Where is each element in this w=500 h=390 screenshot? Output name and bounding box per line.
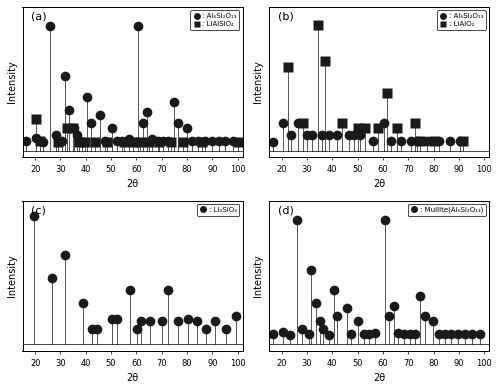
Y-axis label: Intensity: Intensity (254, 61, 264, 103)
Text: (a): (a) (32, 11, 47, 21)
X-axis label: 2θ: 2θ (126, 373, 138, 383)
X-axis label: 2θ: 2θ (126, 179, 138, 190)
Text: (c): (c) (32, 205, 46, 215)
X-axis label: 2θ: 2θ (373, 373, 385, 383)
X-axis label: 2θ: 2θ (373, 179, 385, 190)
Text: (b): (b) (278, 11, 293, 21)
Y-axis label: Intensity: Intensity (254, 254, 264, 297)
Text: (d): (d) (278, 205, 293, 215)
Y-axis label: Intensity: Intensity (7, 254, 17, 297)
Legend: : Al₆Si₂O₁₃, : LiAlO₂: : Al₆Si₂O₁₃, : LiAlO₂ (437, 11, 486, 30)
Y-axis label: Intensity: Intensity (7, 61, 17, 103)
Legend: : Al₆Si₂O₁₃, : LiAlSiO₄: : Al₆Si₂O₁₃, : LiAlSiO₄ (190, 11, 239, 30)
Legend: : Li₂SiO₃: : Li₂SiO₃ (197, 204, 239, 216)
Legend: : Mullite(Al₆Si₂O₁₃): : Mullite(Al₆Si₂O₁₃) (408, 204, 486, 216)
